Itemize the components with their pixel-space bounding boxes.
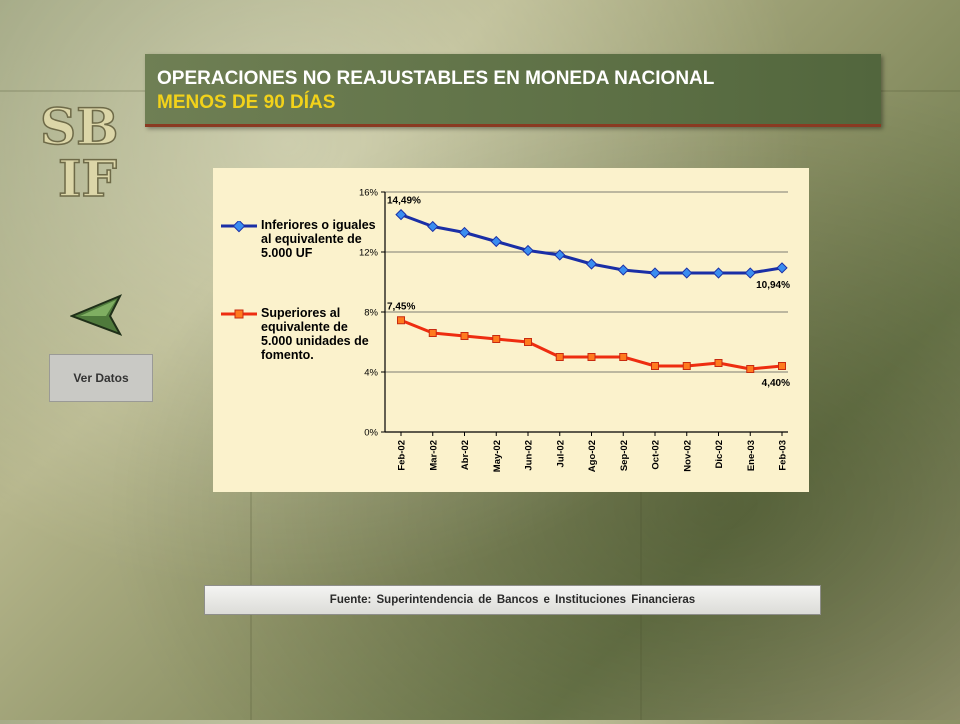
series-1-point bbox=[776, 262, 788, 274]
x-tick-label: Feb-03 bbox=[778, 440, 789, 471]
series-2-point bbox=[492, 335, 501, 343]
page-title: OPERACIONES NO REAJUSTABLES EN MONEDA NA… bbox=[157, 68, 715, 89]
series-1-first-label: 14,49% bbox=[387, 196, 421, 207]
x-tick-label: Sep-02 bbox=[619, 440, 630, 471]
back-arrow-icon[interactable] bbox=[69, 294, 123, 336]
chart-panel: 0% 4% 8% 12% 16% Feb-02 Mar-02 Abr-02 May-02 Jun-… bbox=[213, 168, 809, 492]
x-tick-label: Oct-02 bbox=[651, 440, 662, 470]
series-1-point bbox=[427, 220, 439, 233]
series-1-point bbox=[490, 235, 502, 248]
x-tick-label: Ene-03 bbox=[746, 440, 757, 471]
x-tick-label: Dic-02 bbox=[714, 440, 725, 469]
series-1-point bbox=[744, 267, 756, 279]
sbif-logo: SB IF bbox=[38, 96, 138, 209]
x-tick-label: Ago-02 bbox=[587, 440, 598, 472]
series-1-point bbox=[712, 267, 725, 279]
x-tick-label: Jul-02 bbox=[555, 440, 566, 467]
series-2-point bbox=[619, 353, 628, 361]
svg-text:IF: IF bbox=[58, 149, 117, 200]
ver-datos-label: Ver Datos bbox=[73, 371, 129, 385]
svg-text:SB: SB bbox=[40, 100, 118, 156]
title-banner: OPERACIONES NO REAJUSTABLES EN MONEDA NA… bbox=[145, 54, 881, 127]
series-1-point bbox=[458, 226, 471, 239]
series-1-point bbox=[395, 208, 407, 221]
x-tick-label: Feb-02 bbox=[397, 440, 408, 471]
series-1-point bbox=[681, 267, 693, 279]
line-chart: 0% 4% 8% 12% 16% Feb-02 Mar-02 Abr-02 May-02 Jun-… bbox=[359, 188, 790, 473]
y-tick-label: 12% bbox=[359, 248, 379, 259]
series-2-point bbox=[651, 362, 659, 370]
series-1-point bbox=[554, 249, 566, 261]
legend-label-series2: Superiores al equivalente de 5.000 unida… bbox=[261, 306, 369, 362]
page-subtitle: MENOS DE 90 DÍAS bbox=[157, 92, 336, 113]
source-text: Fuente: Superintendencia de Bancos e Ins… bbox=[329, 594, 696, 606]
series-2-point bbox=[778, 362, 786, 370]
x-tick-label: Abr-02 bbox=[460, 440, 471, 470]
y-tick-label: 0% bbox=[364, 428, 378, 439]
series-2-last-label: 4,40% bbox=[762, 378, 790, 389]
series-1-last-label: 10,94% bbox=[756, 280, 790, 291]
series-2-point bbox=[587, 353, 596, 361]
series-1-point bbox=[617, 264, 629, 276]
series-2-point bbox=[428, 329, 437, 337]
series-2-first-label: 7,45% bbox=[387, 301, 415, 312]
x-tick-label: Nov-02 bbox=[682, 440, 693, 472]
series-line-2 bbox=[400, 318, 783, 371]
x-tick-label: May-02 bbox=[492, 440, 503, 472]
series-2-point bbox=[460, 332, 469, 340]
series-1-point bbox=[649, 267, 661, 279]
x-tick-label: Jun-02 bbox=[524, 440, 535, 471]
legend-label-series1: Inferiores o iguales al equivalente de 5… bbox=[261, 218, 376, 260]
ver-datos-button[interactable]: Ver Datos bbox=[49, 354, 153, 402]
series-2-point bbox=[682, 362, 691, 370]
series-2-point bbox=[397, 316, 405, 325]
x-tick-label: Mar-02 bbox=[428, 440, 439, 471]
y-tick-label: 8% bbox=[364, 308, 378, 319]
series-1-point bbox=[585, 258, 598, 270]
series-2-point bbox=[714, 359, 723, 367]
series-1-point bbox=[522, 244, 534, 257]
y-tick-label: 4% bbox=[364, 368, 378, 379]
source-footer: Fuente: Superintendencia de Bancos e Ins… bbox=[204, 585, 821, 615]
y-tick-label: 16% bbox=[359, 188, 379, 199]
legend-marker-series1 bbox=[221, 221, 257, 233]
series-2-point bbox=[746, 365, 755, 373]
series-2-point bbox=[524, 338, 532, 346]
series-2-point bbox=[555, 353, 564, 361]
legend-marker-series2 bbox=[221, 309, 257, 319]
